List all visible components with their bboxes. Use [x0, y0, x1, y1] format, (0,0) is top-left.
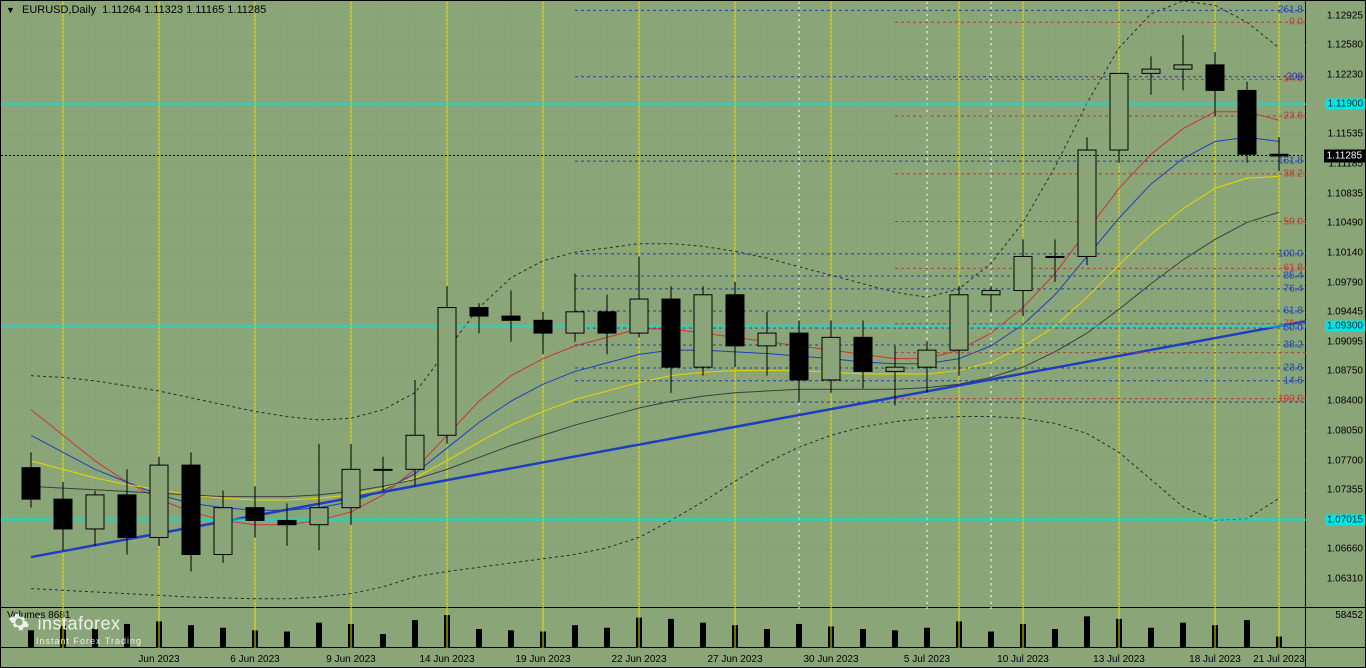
y-tick: 1.12230	[1327, 70, 1363, 81]
y-tick: 1.08050	[1327, 426, 1363, 437]
x-tick: 30 Jun 2023	[803, 654, 858, 665]
cyan-level-label: 1.07015	[1325, 514, 1365, 525]
x-tick: 14 Jun 2023	[419, 654, 474, 665]
x-tick: 13 Jul 2023	[1093, 654, 1145, 665]
y-tick: 1.06660	[1327, 544, 1363, 555]
y-tick: 1.11535	[1328, 129, 1363, 140]
fib-label: 23.6	[1284, 110, 1303, 121]
watermark-brand: instaforex	[38, 613, 121, 633]
fib-label: 50.0	[1284, 216, 1303, 227]
volume-svg	[1, 608, 1307, 648]
fib-label: 38.2	[1284, 340, 1303, 351]
cyan-level-label: 1.09300	[1325, 321, 1365, 332]
volume-yaxis: 58452	[1306, 608, 1366, 648]
fib-label: 161.8	[1278, 156, 1303, 167]
y-tick: 1.09445	[1327, 307, 1363, 318]
price-pane[interactable]: 0.014.623.638.250.061.876.4100.0261.8209…	[0, 0, 1306, 608]
x-tick: 22 Jun 2023	[611, 654, 666, 665]
x-tick: 19 Jun 2023	[515, 654, 570, 665]
x-tick: 9 Jun 2023	[326, 654, 376, 665]
y-tick: 1.07355	[1327, 485, 1363, 496]
y-tick: 1.08400	[1327, 396, 1363, 407]
fib-label: 100.0	[1278, 393, 1303, 404]
price-svg	[1, 1, 1307, 609]
x-tick: 27 Jun 2023	[707, 654, 762, 665]
x-tick: Jun 2023	[138, 654, 179, 665]
y-tick: 1.09790	[1327, 277, 1363, 288]
fib-label: 23.6	[1284, 363, 1303, 374]
y-tick: 1.10835	[1327, 188, 1363, 199]
y-axis: 1.129251.125801.122301.118801.115351.111…	[1306, 0, 1366, 608]
fib-label: 76.4	[1284, 283, 1303, 294]
fib-label: 14.6	[1284, 375, 1303, 386]
gear-icon	[8, 611, 30, 638]
ohlc-label: 1.11264 1.11323 1.11165 1.11285	[102, 4, 266, 16]
dropdown-icon[interactable]: ▼	[6, 5, 15, 15]
y-tick: 1.12580	[1327, 40, 1363, 51]
fib-label: 38.2	[1284, 168, 1303, 179]
fib-label: 100.0	[1278, 248, 1303, 259]
watermark: instaforex Instant Forex Trading	[8, 611, 142, 646]
x-tick: 10 Jul 2023	[997, 654, 1049, 665]
watermark-tagline: Instant Forex Trading	[36, 636, 142, 646]
xaxis-corner	[1306, 648, 1366, 668]
volume-max-label: 58452	[1335, 610, 1363, 621]
fib-label: 85.4	[1284, 271, 1303, 282]
chart-root: ▼ EURUSD,Daily 1.11264 1.11323 1.11165 1…	[0, 0, 1366, 668]
x-tick: 6 Jun 2023	[230, 654, 280, 665]
y-tick: 1.10140	[1327, 248, 1363, 259]
fib-label: 61.8	[1284, 305, 1303, 316]
symbol-label: EURUSD,Daily	[22, 4, 96, 16]
fib-label: 0.0	[1289, 17, 1303, 28]
chart-title: ▼ EURUSD,Daily 1.11264 1.11323 1.11165 1…	[6, 4, 266, 16]
y-tick: 1.08750	[1327, 366, 1363, 377]
volume-pane[interactable]: Volumes 8681	[0, 608, 1306, 648]
x-tick: 5 Jul 2023	[904, 654, 950, 665]
last-price-box: 1.11285	[1324, 149, 1365, 162]
fib-label: 209	[1286, 71, 1303, 82]
y-tick: 1.09095	[1327, 337, 1363, 348]
y-tick: 1.12925	[1327, 10, 1363, 21]
y-tick: 1.10490	[1327, 218, 1363, 229]
y-tick: 1.06310	[1327, 574, 1363, 585]
x-tick: 21 Jul 2023	[1253, 654, 1305, 665]
x-tick: 18 Jul 2023	[1189, 654, 1241, 665]
x-axis: Jun 2023 6 Jun 2023 9 Jun 2023 14 Jun 2023 1…	[0, 648, 1306, 668]
fib-label: 50.0	[1284, 322, 1303, 333]
y-tick: 1.07700	[1327, 455, 1363, 466]
fib-label: 261.8	[1278, 5, 1303, 16]
cyan-level-label: 1.11900	[1326, 99, 1365, 110]
